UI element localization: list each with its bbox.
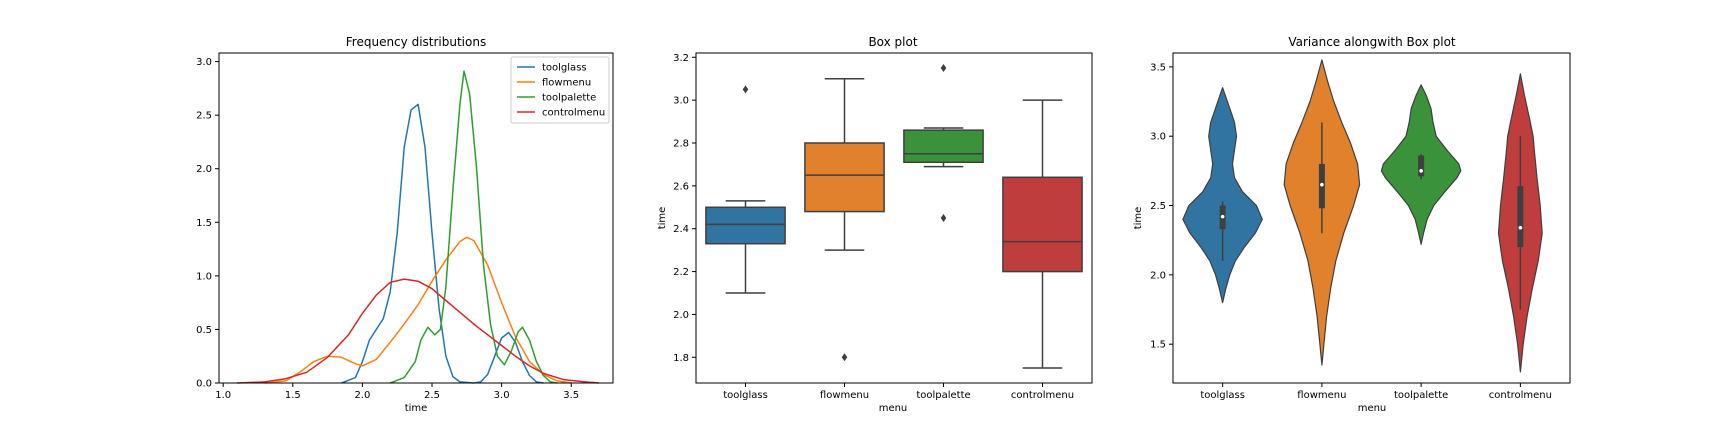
box-axes-frame — [695, 52, 1093, 384]
violin-panel: Variance alongwith Box plot menu time 1.… — [1133, 35, 1571, 414]
kde-legend-label-toolpalette: toolpalette — [542, 93, 596, 104]
box-plot-area: 1.8 2.0 2.2 2.4 2.6 2.8 3.0 3.2 toolglass flowmen… — [673, 53, 1083, 401]
kde-x-tick-label: 3.5 — [563, 390, 579, 401]
box-panel-title: Box plot — [868, 35, 917, 49]
violin-median-toolpalette — [1419, 169, 1423, 173]
box-x-tick-label-toolglass: toolglass — [723, 390, 768, 401]
box-toolpalette — [903, 129, 984, 164]
violin-median-toolglass — [1220, 214, 1225, 219]
kde-line-controlmenu — [237, 278, 600, 384]
box-toolglass — [705, 206, 786, 245]
kde-line-flowmenu — [264, 236, 572, 384]
box-outlier-toolglass — [742, 85, 749, 94]
violin-panel-title: Variance alongwith Box plot — [1288, 35, 1456, 49]
box-y-tick-label: 2.6 — [673, 181, 689, 192]
violin-iqr-toolpalette — [1418, 155, 1425, 177]
kde-line-toolglass — [341, 103, 544, 384]
violin-median-flowmenu — [1320, 182, 1324, 187]
violin-y-axis-label: time — [1133, 207, 1144, 230]
kde-legend-label-toolglass: toolglass — [542, 63, 587, 74]
box-x-tick-label-controlmenu: controlmenu — [1011, 390, 1074, 401]
violin-median-controlmenu — [1518, 225, 1523, 230]
box-flowmenu — [804, 142, 885, 213]
kde-legend-label-flowmenu: flowmenu — [542, 78, 591, 89]
kde-y-tick-label: 2.0 — [196, 164, 212, 175]
box-controlmenu — [1002, 176, 1083, 273]
violin-body-toolglass — [1182, 87, 1263, 304]
box-y-tick-label: 1.8 — [673, 353, 689, 364]
kde-y-tick-label: 0.0 — [196, 379, 212, 390]
violin-x-tick-label-controlmenu: controlmenu — [1489, 390, 1552, 401]
kde-legend-label-controlmenu: controlmenu — [542, 108, 605, 119]
kde-panel: Frequency distributions time 1.0 1.5 2.0 2.… — [196, 35, 614, 414]
violin-y-tick-label: 2.0 — [1150, 270, 1166, 281]
violin-iqr-controlmenu — [1517, 186, 1524, 248]
box-y-tick-label: 3.2 — [673, 53, 689, 64]
kde-y-tick-label: 0.5 — [196, 325, 212, 336]
kde-y-tick-label: 3.0 — [196, 57, 212, 68]
box-outlier-toolpalette — [940, 214, 947, 222]
kde-x-tick-label: 1.5 — [285, 390, 301, 401]
box-x-axis-label: menu — [879, 403, 908, 414]
box-y-tick-label: 3.0 — [673, 96, 689, 107]
box-x-tick-label-flowmenu: flowmenu — [820, 390, 869, 401]
box-y-tick-label: 2.8 — [673, 139, 689, 150]
kde-x-axis-label: time — [405, 403, 428, 414]
box-y-axis-label: time — [657, 207, 668, 230]
kde-x-tick-label: 2.0 — [354, 390, 370, 401]
kde-legend: toolglass flowmenu toolpalette controlmenu — [510, 56, 610, 124]
violin-x-tick-label-toolpalette: toolpalette — [1394, 390, 1448, 401]
kde-x-tick-label: 1.0 — [215, 390, 231, 401]
box-x-tick-label-toolpalette: toolpalette — [916, 390, 970, 401]
kde-x-tick-label: 3.0 — [494, 390, 510, 401]
violin-plot-area: 1.5 2.0 2.5 3.0 3.5 toolglass flowmenu toolpale… — [1150, 59, 1552, 401]
violin-x-tick-label-toolglass: toolglass — [1200, 390, 1245, 401]
kde-y-tick-label: 1.5 — [196, 218, 212, 229]
kde-line-toolpalette — [389, 70, 558, 384]
box-panel: Box plot menu time 1.8 2.0 2.2 2.4 2.6 2.8 3.0… — [657, 35, 1093, 414]
kde-panel-title: Frequency distributions — [346, 35, 486, 49]
kde-y-tick-label: 1.0 — [196, 271, 212, 282]
violin-y-tick-label: 2.5 — [1150, 201, 1166, 212]
box-y-tick-label: 2.4 — [673, 224, 689, 235]
violin-y-tick-label: 3.5 — [1150, 62, 1166, 73]
violin-y-tick-label: 3.0 — [1150, 132, 1166, 143]
violin-axes-frame — [1172, 52, 1571, 384]
box-outlier-toolpalette — [940, 64, 947, 72]
kde-y-tick-label: 2.5 — [196, 111, 212, 122]
box-outlier-flowmenu — [841, 353, 848, 362]
violin-x-tick-label-flowmenu: flowmenu — [1297, 390, 1346, 401]
kde-axes-frame — [218, 52, 614, 384]
box-y-tick-label: 2.2 — [673, 267, 689, 278]
kde-x-tick-label: 2.5 — [424, 390, 440, 401]
kde-legend-box — [510, 56, 610, 124]
violin-y-tick-label: 1.5 — [1150, 340, 1166, 351]
kde-plot-area: 1.0 1.5 2.0 2.5 3.0 3.5 0.0 0.5 1.0 1.5 2.0 2.5 3.0 — [196, 57, 600, 401]
violin-x-axis-label: menu — [1358, 403, 1387, 414]
box-y-tick-label: 2.0 — [673, 310, 689, 321]
